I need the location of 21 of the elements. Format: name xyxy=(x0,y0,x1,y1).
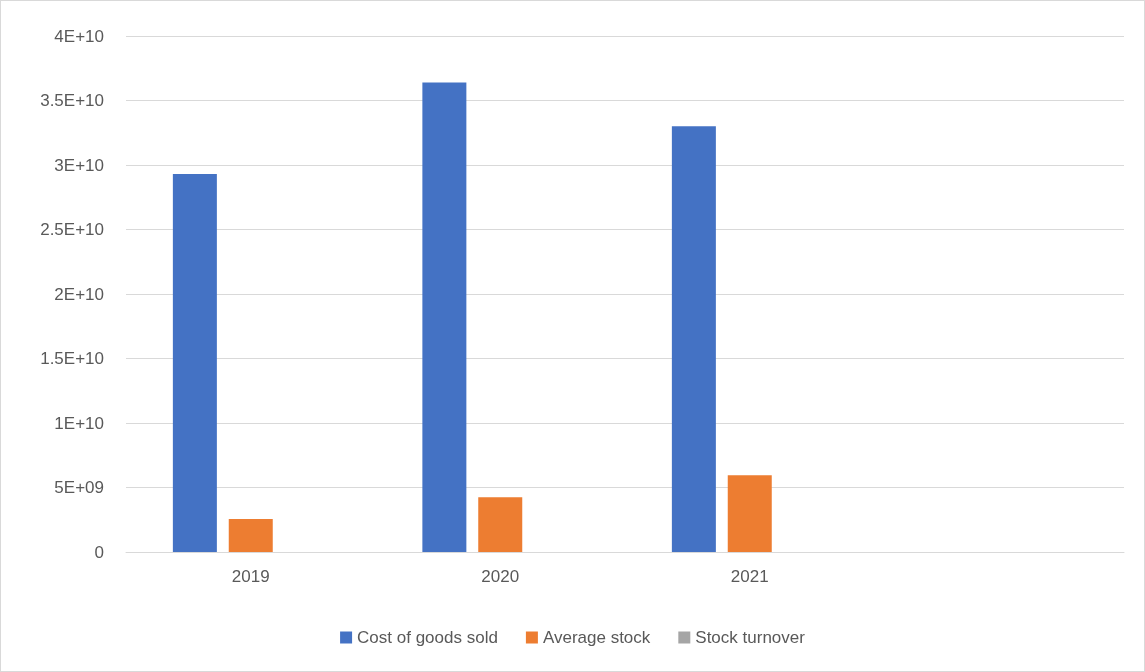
y-tick-label: 2E+10 xyxy=(54,284,104,304)
bar xyxy=(422,82,467,552)
x-tick-label: 2021 xyxy=(730,567,769,586)
bar xyxy=(478,497,523,552)
bar xyxy=(671,126,716,552)
y-tick-label: 1E+10 xyxy=(54,413,104,433)
y-tick-label: 5E+09 xyxy=(54,478,104,497)
x-tick-label: 2020 xyxy=(481,567,520,586)
legend-label: Average stock xyxy=(542,628,651,647)
bar xyxy=(172,174,217,552)
y-tick-label: 2.5E+10 xyxy=(40,220,104,239)
y-tick-label: 4E+10 xyxy=(54,26,104,46)
y-tick-label: 1.5E+10 xyxy=(40,349,104,368)
legend-label: Cost of goods sold xyxy=(357,628,498,647)
y-tick-label: 0 xyxy=(94,542,104,562)
bar xyxy=(228,519,273,552)
y-tick-label: 3E+10 xyxy=(54,155,104,175)
y-tick-label: 3.5E+10 xyxy=(40,91,104,110)
bar xyxy=(727,475,772,552)
x-tick-label: 2019 xyxy=(231,567,270,586)
legend-label: Stock turnover xyxy=(695,628,806,647)
